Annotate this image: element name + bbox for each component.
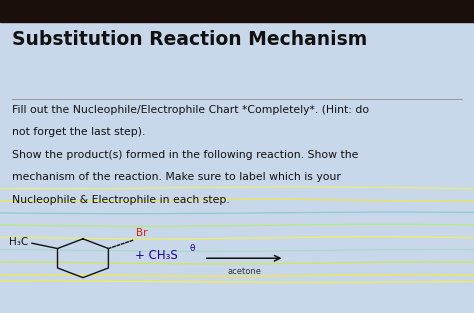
- Text: + CH₃S: + CH₃S: [135, 249, 178, 262]
- Bar: [0, 0, 474, 22]
- Text: Fill out the Nucleophile/Electrophile Chart *Completely*. (Hint: do: Fill out the Nucleophile/Electrophile Ch…: [12, 105, 369, 115]
- Text: Substitution Reaction Mechanism: Substitution Reaction Mechanism: [12, 30, 367, 49]
- Text: θ: θ: [190, 244, 195, 253]
- Text: H₃C: H₃C: [9, 237, 28, 247]
- Text: acetone: acetone: [227, 267, 261, 276]
- Text: mechanism of the reaction. Make sure to label which is your: mechanism of the reaction. Make sure to …: [12, 172, 341, 182]
- Text: not forget the last step).: not forget the last step).: [12, 127, 145, 137]
- Text: Br: Br: [136, 228, 147, 238]
- Text: Show the product(s) formed in the following reaction. Show the: Show the product(s) formed in the follow…: [12, 150, 358, 160]
- Text: Nucleophile & Electrophile in each step.: Nucleophile & Electrophile in each step.: [12, 195, 229, 205]
